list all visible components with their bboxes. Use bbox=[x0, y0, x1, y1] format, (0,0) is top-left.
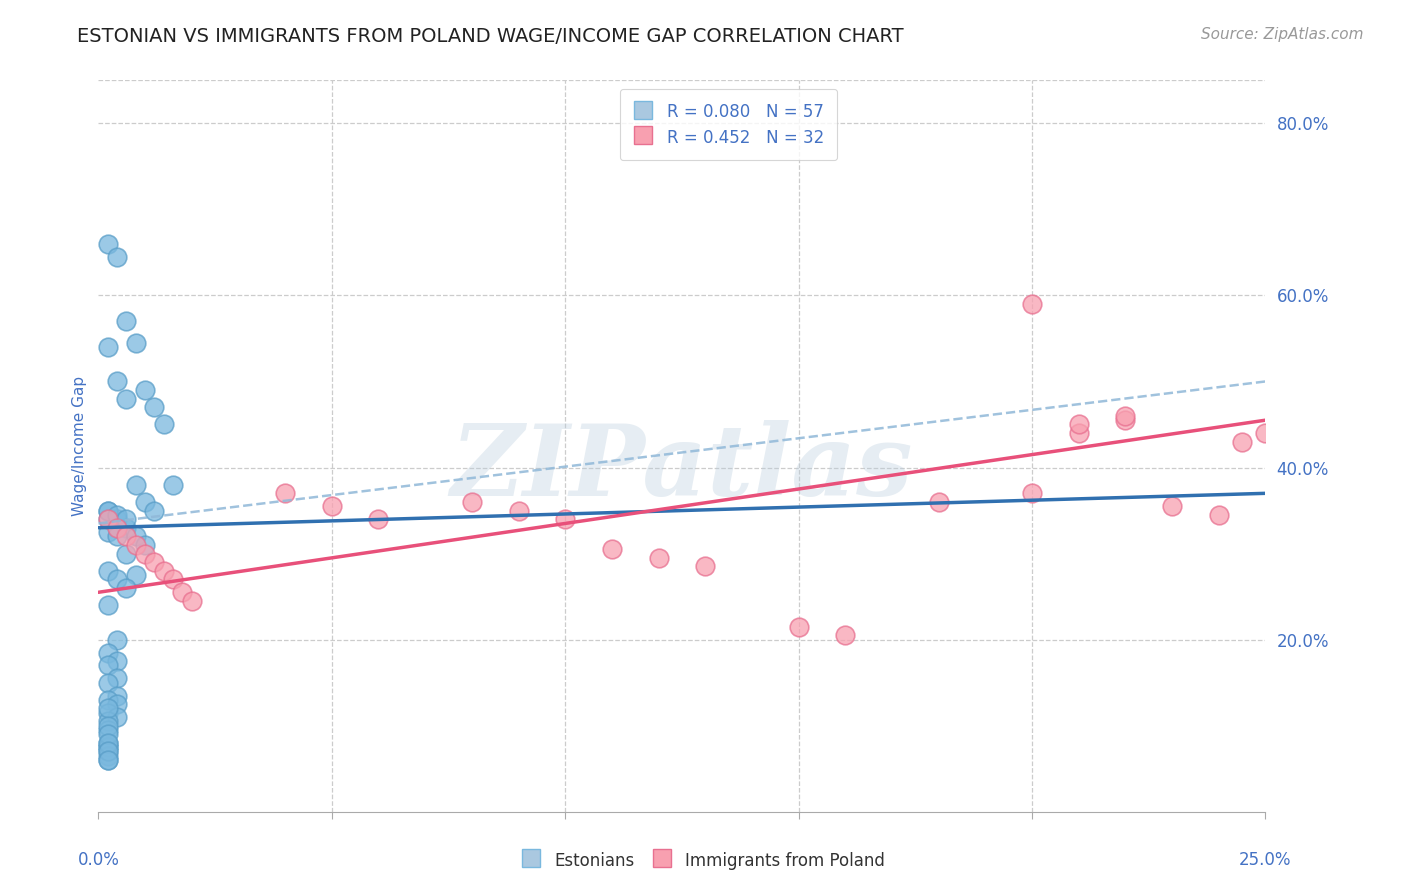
Point bbox=[143, 401, 166, 415]
Point bbox=[1067, 426, 1090, 441]
Point bbox=[105, 529, 128, 543]
Point bbox=[115, 547, 138, 561]
Point bbox=[97, 512, 120, 526]
Point bbox=[97, 740, 120, 755]
Point bbox=[152, 417, 174, 432]
Point bbox=[97, 736, 120, 750]
Point bbox=[105, 689, 128, 703]
Point bbox=[97, 503, 120, 517]
Point bbox=[115, 521, 138, 535]
Point bbox=[143, 555, 166, 569]
Point bbox=[97, 706, 120, 720]
Point bbox=[105, 508, 128, 522]
Point bbox=[125, 335, 148, 350]
Point bbox=[97, 740, 120, 755]
Point bbox=[1230, 434, 1253, 449]
Point bbox=[97, 753, 120, 767]
Point bbox=[115, 314, 138, 328]
Y-axis label: Wage/Income Gap: Wage/Income Gap bbox=[72, 376, 87, 516]
Point bbox=[97, 693, 120, 707]
Point bbox=[695, 559, 717, 574]
Point bbox=[115, 392, 138, 406]
Point bbox=[97, 598, 120, 612]
Point bbox=[97, 714, 120, 729]
Point bbox=[97, 701, 120, 715]
Point bbox=[97, 744, 120, 758]
Point bbox=[97, 503, 120, 517]
Point bbox=[97, 646, 120, 660]
Point bbox=[1067, 417, 1090, 432]
Point bbox=[180, 594, 202, 608]
Point bbox=[134, 538, 156, 552]
Point bbox=[105, 250, 128, 264]
Point bbox=[97, 736, 120, 750]
Point bbox=[105, 521, 128, 535]
Point bbox=[134, 547, 156, 561]
Point bbox=[97, 744, 120, 758]
Point bbox=[134, 495, 156, 509]
Point bbox=[1208, 508, 1230, 522]
Point bbox=[787, 620, 810, 634]
Point bbox=[600, 542, 623, 557]
Point bbox=[834, 628, 856, 642]
Point bbox=[97, 675, 120, 690]
Point bbox=[508, 503, 530, 517]
Point bbox=[105, 671, 128, 685]
Legend: Estonians, Immigrants from Poland: Estonians, Immigrants from Poland bbox=[515, 844, 891, 877]
Text: ZIPatlas: ZIPatlas bbox=[451, 420, 912, 516]
Point bbox=[152, 564, 174, 578]
Point bbox=[1114, 409, 1136, 423]
Point bbox=[1021, 297, 1043, 311]
Point bbox=[274, 486, 297, 500]
Point bbox=[97, 564, 120, 578]
Point bbox=[172, 585, 194, 599]
Point bbox=[125, 477, 148, 491]
Point bbox=[97, 719, 120, 733]
Point bbox=[162, 573, 184, 587]
Point bbox=[97, 727, 120, 741]
Point bbox=[115, 529, 138, 543]
Point bbox=[162, 477, 184, 491]
Point bbox=[97, 340, 120, 354]
Point bbox=[115, 581, 138, 595]
Point bbox=[97, 524, 120, 539]
Text: Source: ZipAtlas.com: Source: ZipAtlas.com bbox=[1201, 27, 1364, 42]
Text: 25.0%: 25.0% bbox=[1239, 851, 1292, 869]
Point bbox=[928, 495, 950, 509]
Point bbox=[105, 697, 128, 711]
Point bbox=[1254, 426, 1277, 441]
Point bbox=[97, 236, 120, 251]
Point bbox=[97, 658, 120, 673]
Point bbox=[105, 512, 128, 526]
Point bbox=[105, 573, 128, 587]
Point bbox=[125, 568, 148, 582]
Point bbox=[367, 512, 389, 526]
Point bbox=[105, 521, 128, 535]
Text: 0.0%: 0.0% bbox=[77, 851, 120, 869]
Point bbox=[97, 512, 120, 526]
Point bbox=[115, 512, 138, 526]
Point bbox=[461, 495, 484, 509]
Text: ESTONIAN VS IMMIGRANTS FROM POLAND WAGE/INCOME GAP CORRELATION CHART: ESTONIAN VS IMMIGRANTS FROM POLAND WAGE/… bbox=[77, 27, 904, 45]
Point bbox=[1021, 486, 1043, 500]
Point bbox=[143, 503, 166, 517]
Point bbox=[125, 529, 148, 543]
Point bbox=[554, 512, 576, 526]
Legend: R = 0.080   N = 57, R = 0.452   N = 32: R = 0.080 N = 57, R = 0.452 N = 32 bbox=[620, 88, 837, 161]
Point bbox=[105, 654, 128, 668]
Point bbox=[647, 550, 669, 565]
Point bbox=[125, 538, 148, 552]
Point bbox=[1161, 500, 1184, 514]
Point bbox=[105, 632, 128, 647]
Point bbox=[97, 753, 120, 767]
Point bbox=[97, 723, 120, 737]
Point bbox=[134, 383, 156, 397]
Point bbox=[105, 710, 128, 724]
Point bbox=[97, 748, 120, 763]
Point bbox=[105, 375, 128, 389]
Point bbox=[321, 500, 343, 514]
Point bbox=[1114, 413, 1136, 427]
